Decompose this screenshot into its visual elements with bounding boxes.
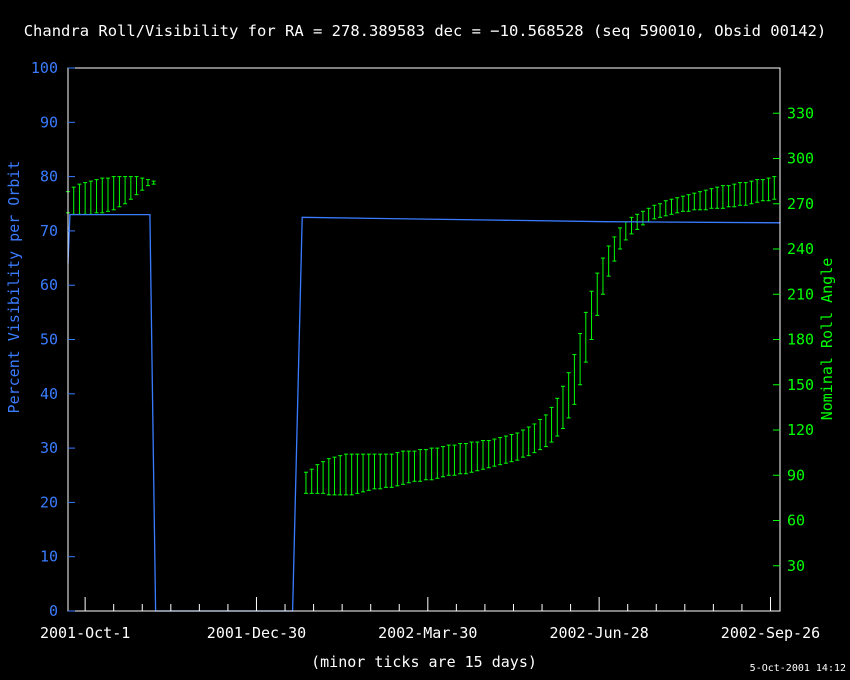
y-left-tick-label: 0 [49, 602, 58, 620]
y-left-tick-label: 60 [40, 276, 58, 294]
y-right-tick-label: 270 [787, 195, 814, 213]
x-tick-label: 2001-Dec-30 [207, 624, 306, 642]
y-left-tick-label: 50 [40, 331, 58, 349]
y-left-tick-label: 70 [40, 222, 58, 240]
y-right-tick-label: 90 [787, 466, 805, 484]
x-tick-label: 2002-Sep-26 [721, 624, 820, 642]
y-right-tick-label: 330 [787, 104, 814, 122]
y-right-tick-label: 120 [787, 421, 814, 439]
x-tick-label: 2002-Mar-30 [378, 624, 477, 642]
timestamp: 5-Oct-2001 14:12 [750, 663, 846, 674]
y-right-tick-label: 30 [787, 557, 805, 575]
axes-layer: 0 10 20 30 40 50 60 70 80 90 100 30 60 90 120 150 180 210… [31, 59, 820, 642]
x-axis-label: (minor ticks are 15 days) [311, 653, 537, 671]
y-left-tick-label: 100 [31, 59, 58, 77]
y-left-tick-label: 40 [40, 385, 58, 403]
y-left-tick-label: 10 [40, 548, 58, 566]
y-left-axis-label: Percent Visibility per Orbit [5, 161, 23, 414]
y-left-tick-label: 90 [40, 113, 58, 131]
y-right-tick-label: 60 [787, 512, 805, 530]
y-right-tick-label: 150 [787, 376, 814, 394]
y-right-axis-label: Nominal Roll Angle [818, 258, 836, 421]
y-left-tick-label: 80 [40, 168, 58, 186]
chart-title: Chandra Roll/Visibility for RA = 278.389… [24, 22, 827, 40]
y-left-tick-label: 30 [40, 439, 58, 457]
y-right-tick-label: 210 [787, 285, 814, 303]
y-right-tick-label: 180 [787, 331, 814, 349]
x-tick-label: 2002-Jun-28 [549, 624, 648, 642]
x-tick-label: 2001-Oct-1 [40, 624, 130, 642]
y-left-tick-label: 20 [40, 493, 58, 511]
y-right-tick-label: 240 [787, 240, 814, 258]
y-right-tick-label: 300 [787, 150, 814, 168]
